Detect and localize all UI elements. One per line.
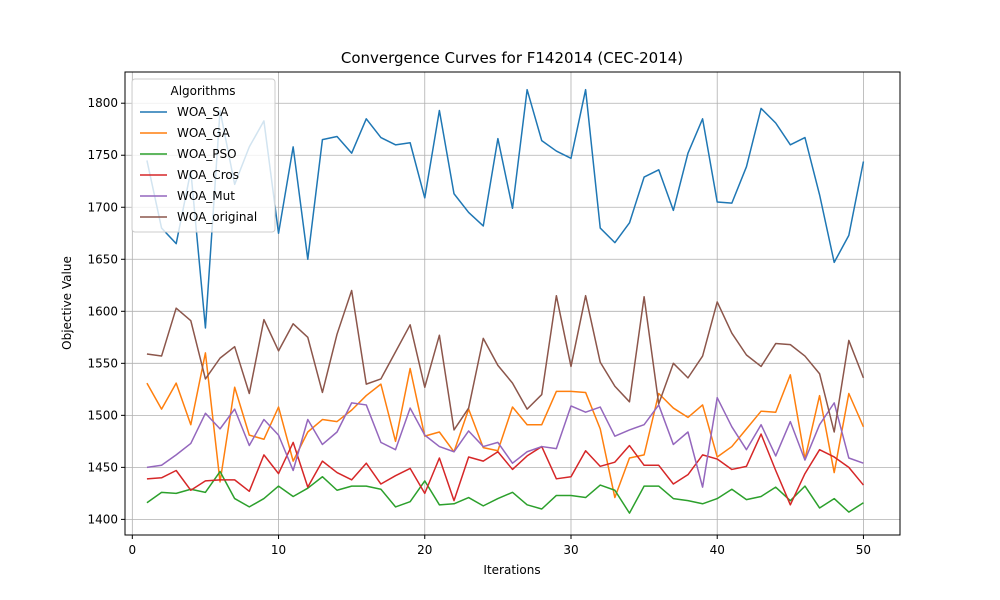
x-tick-label: 40 bbox=[710, 543, 725, 557]
series-line-woa-pso bbox=[146, 470, 864, 514]
y-tick-label: 1750 bbox=[87, 148, 118, 162]
legend-label-woa-sa: WOA_SA bbox=[177, 105, 229, 119]
y-tick-label: 1600 bbox=[87, 304, 118, 318]
series-line-woa-ga bbox=[146, 352, 865, 499]
legend-label-woa-cros: WOA_Cros bbox=[177, 168, 239, 182]
legend-label-woa-ga: WOA_GA bbox=[177, 126, 231, 140]
legend-items: WOA_SA WOA_GA WOA_PSO WOA_Cros WOA_Mut WOA_or… bbox=[140, 105, 257, 224]
x-tick-label: 0 bbox=[128, 543, 136, 557]
legend: Algorithms WOA_SAWOA_GAWOA_PSOWOA_CrosWO… bbox=[131, 78, 276, 233]
legend-label-woa-pso: WOA_PSO bbox=[177, 147, 237, 161]
series-line-woa-cros bbox=[146, 433, 865, 506]
chart-title: Convergence Curves for F142014 (CEC-2014… bbox=[341, 49, 683, 67]
x-tick-label: 30 bbox=[563, 543, 578, 557]
legend-box bbox=[131, 78, 276, 233]
y-axis-label: Objective Value bbox=[60, 256, 74, 350]
axis-ticks: 0 10 20 30 40 50 1400 1450 1500 1550 1600 1650 1700 1… bbox=[87, 96, 871, 557]
y-tick-label: 1450 bbox=[87, 460, 118, 474]
series-line-woa-mut bbox=[146, 396, 864, 488]
grid-lines bbox=[125, 72, 900, 535]
x-tick-label: 20 bbox=[417, 543, 432, 557]
series-line-woa-original bbox=[146, 289, 865, 433]
plot-area-frame bbox=[124, 71, 901, 536]
legend-label-woa-mut: WOA_Mut bbox=[177, 189, 235, 203]
y-tick-label: 1500 bbox=[87, 408, 118, 422]
y-tick-label: 1550 bbox=[87, 356, 118, 370]
legend-title: Algorithms bbox=[170, 84, 235, 98]
legend-label-woa-original: WOA_original bbox=[177, 210, 257, 224]
x-tick-label: 10 bbox=[271, 543, 286, 557]
x-axis-label: Iterations bbox=[483, 563, 540, 577]
x-tick-label: 50 bbox=[856, 543, 871, 557]
y-tick-label: 1650 bbox=[87, 252, 118, 266]
y-tick-label: 1700 bbox=[87, 200, 118, 214]
y-tick-label: 1800 bbox=[87, 96, 118, 110]
y-tick-label: 1400 bbox=[87, 512, 118, 526]
